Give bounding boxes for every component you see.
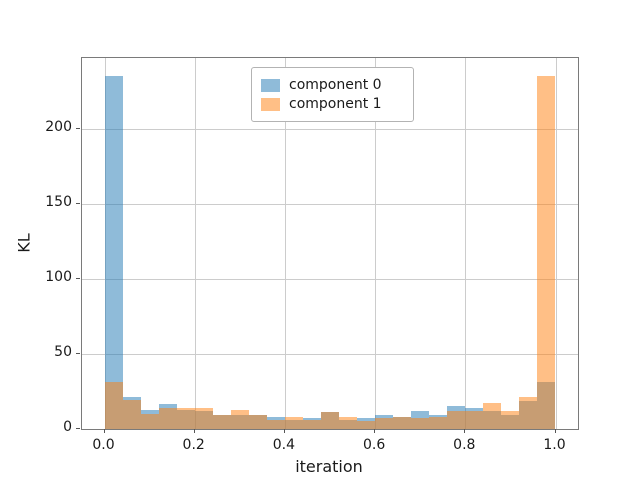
y-tick-label: 0 bbox=[63, 419, 72, 435]
legend-swatch-component-0-icon bbox=[261, 78, 280, 92]
bar-series1-bin24 bbox=[537, 76, 556, 429]
bar-series1-bin22 bbox=[501, 410, 520, 429]
bar-series1-bin4 bbox=[176, 407, 195, 429]
y-tick-label: 150 bbox=[45, 193, 72, 210]
x-tick-label: 0.6 bbox=[362, 437, 386, 453]
y-tick-mark bbox=[76, 277, 80, 279]
bar-series1-bin11 bbox=[302, 419, 321, 429]
bar-series1-bin23 bbox=[519, 397, 538, 429]
y-axis-label: KL bbox=[14, 233, 34, 253]
bar-series1-bin20 bbox=[465, 410, 484, 429]
y-tick-mark bbox=[76, 202, 80, 204]
y-tick-label: 100 bbox=[45, 268, 72, 285]
bar-series1-bin5 bbox=[194, 407, 213, 429]
gridline-horizontal bbox=[82, 278, 578, 280]
bar-series1-bin10 bbox=[284, 416, 303, 429]
bar-series1-bin2 bbox=[140, 413, 159, 429]
bar-series1-bin16 bbox=[393, 416, 412, 429]
x-tick-label: 0.4 bbox=[272, 437, 296, 453]
bar-series1-bin21 bbox=[483, 403, 502, 429]
legend-label: component 0 bbox=[289, 77, 382, 93]
bar-series1-bin17 bbox=[411, 417, 430, 429]
gridline-vertical bbox=[465, 58, 467, 429]
x-tick-label: 0.2 bbox=[182, 437, 205, 453]
bar-series1-bin0 bbox=[104, 382, 123, 429]
bar-series1-bin14 bbox=[357, 420, 376, 429]
x-tick-mark bbox=[283, 429, 285, 433]
legend-item-component-0: component 0 bbox=[261, 78, 413, 92]
gridline-vertical bbox=[555, 58, 557, 429]
gridline-vertical bbox=[375, 58, 377, 429]
x-axis-label: iteration bbox=[295, 457, 363, 476]
bar-series1-bin7 bbox=[230, 410, 249, 429]
bar-series1-bin18 bbox=[429, 416, 448, 429]
gridline-horizontal bbox=[82, 353, 578, 355]
legend-swatch-component-1-icon bbox=[261, 97, 280, 111]
bar-series1-bin9 bbox=[266, 419, 285, 429]
x-tick-label: 1.0 bbox=[543, 437, 566, 453]
x-tick-mark bbox=[464, 429, 466, 433]
y-tick-mark bbox=[76, 428, 80, 429]
gridline-horizontal bbox=[82, 203, 578, 205]
x-tick-mark bbox=[193, 429, 195, 433]
x-tick-mark bbox=[103, 429, 105, 433]
y-tick-mark bbox=[76, 127, 80, 129]
legend: component 0 component 1 bbox=[251, 67, 414, 122]
bar-series1-bin3 bbox=[158, 407, 177, 429]
bar-series1-bin1 bbox=[122, 400, 141, 429]
gridline-vertical bbox=[194, 58, 196, 429]
bar-series1-bin12 bbox=[320, 412, 339, 429]
bar-series1-bin13 bbox=[339, 416, 358, 429]
gridline-horizontal bbox=[82, 128, 578, 130]
x-tick-label: 0.8 bbox=[453, 437, 476, 453]
x-tick-mark bbox=[374, 429, 376, 433]
legend-item-component-1: component 1 bbox=[261, 97, 413, 111]
y-tick-label: 200 bbox=[45, 118, 72, 135]
bar-series1-bin8 bbox=[248, 415, 267, 429]
gridline-vertical bbox=[284, 58, 286, 429]
bar-series0-bin0 bbox=[104, 76, 123, 429]
bar-series1-bin15 bbox=[375, 418, 394, 429]
y-tick-label: 50 bbox=[54, 343, 72, 360]
x-tick-mark bbox=[554, 429, 556, 433]
y-tick-mark bbox=[76, 352, 80, 354]
x-tick-label: 0.0 bbox=[92, 437, 115, 453]
bar-series1-bin19 bbox=[447, 410, 466, 429]
legend-label: component 1 bbox=[289, 96, 382, 112]
bar-series1-bin6 bbox=[212, 415, 231, 429]
